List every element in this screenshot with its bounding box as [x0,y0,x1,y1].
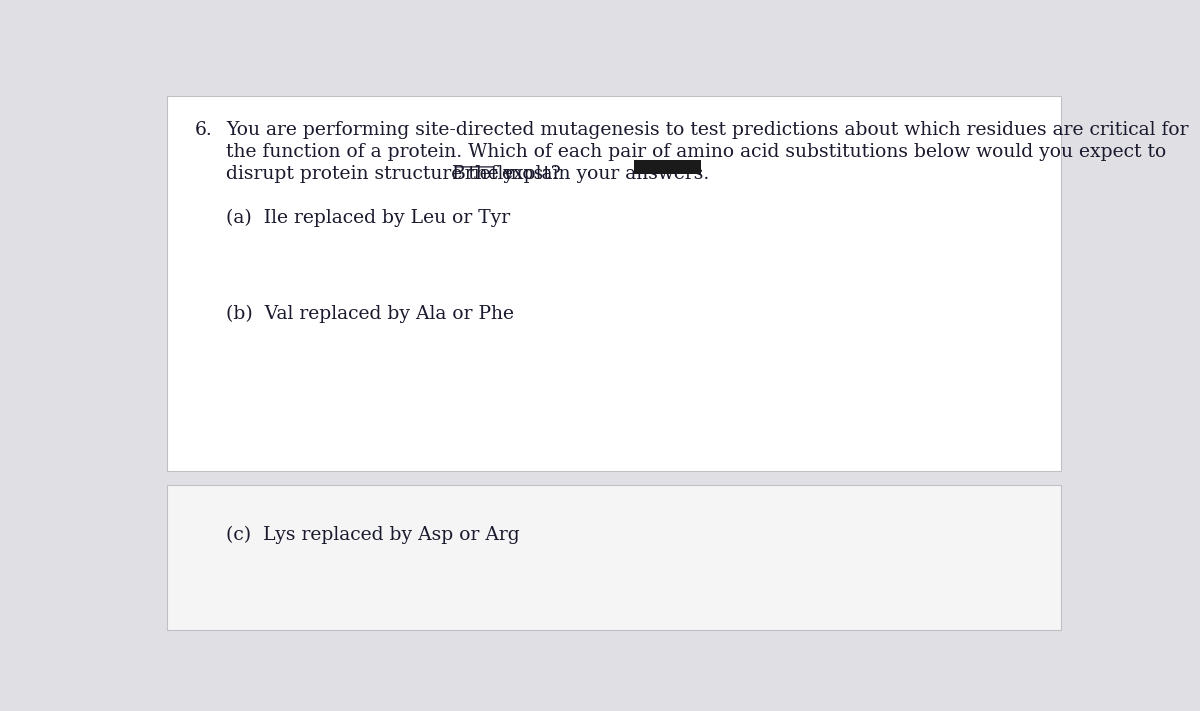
Bar [635,160,701,174]
Text: (c)  Lys replaced by Asp or Arg: (c) Lys replaced by Asp or Arg [227,526,520,545]
Text: (b)  Val replaced by Ala or Phe: (b) Val replaced by Ala or Phe [227,304,515,323]
Text: 6.: 6. [194,121,212,139]
Text: disrupt protein structure the most?: disrupt protein structure the most? [227,165,568,183]
Text: explain your answers.: explain your answers. [496,165,709,183]
Text: Briefly: Briefly [452,165,515,183]
Text: (a)  Ile replaced by Leu or Tyr: (a) Ile replaced by Leu or Tyr [227,208,510,227]
Text: You are performing site-directed mutagenesis to test predictions about which res: You are performing site-directed mutagen… [227,121,1189,139]
FancyBboxPatch shape [167,96,1062,471]
FancyBboxPatch shape [167,485,1062,630]
Text: the function of a protein. Which of each pair of amino acid substitutions below : the function of a protein. Which of each… [227,143,1166,161]
